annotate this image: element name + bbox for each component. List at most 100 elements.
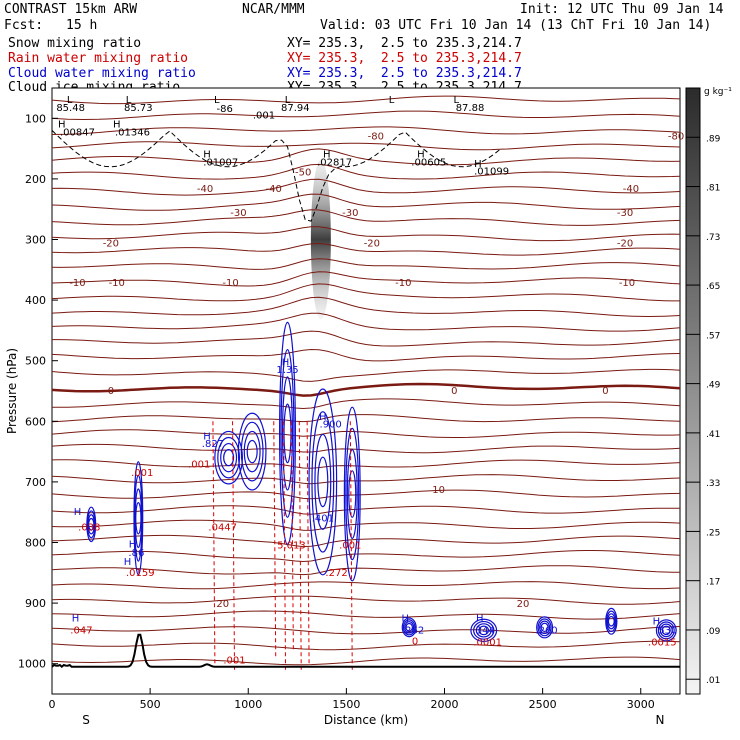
x-tick-label: 1500 [332, 698, 360, 711]
cloud-water-contour [280, 349, 295, 518]
plot-annotation: L [67, 95, 73, 106]
plot-annotation: -86 [217, 104, 233, 115]
plot-annotation: H [203, 150, 211, 161]
colorbar-label: .01 [706, 676, 720, 686]
y-tick-label: 400 [25, 294, 46, 307]
plot-annotation: .001 [253, 110, 275, 121]
cloud-water-contour [405, 622, 414, 632]
x-axis-label: Distance (km) [324, 713, 408, 727]
valid-time: Valid: 03 UTC Fri 10 Jan 14 (13 ChT Fri … [320, 18, 712, 33]
y-tick-label: 1000 [18, 658, 46, 671]
plot-annotation: .02817 [317, 158, 352, 169]
plot-annotation: 1.35 [276, 365, 298, 376]
plot-annotation: .01346 [115, 127, 150, 138]
cloud-water-contour [470, 618, 498, 643]
plot-annotation: .01099 [474, 167, 509, 178]
field-name-rain: Rain water mixing ratio [8, 51, 189, 66]
colorbar-label: .09 [706, 627, 721, 637]
isotherm-label: -30 [617, 208, 633, 219]
cloud-water-contour [217, 436, 241, 479]
y-tick-label: 700 [25, 476, 46, 489]
isotherm-label: -40 [623, 184, 639, 195]
isotherm-line [52, 368, 680, 382]
isotherm-line [52, 519, 680, 531]
y-tick-label: 500 [25, 355, 46, 368]
cloud-water-contour [243, 430, 261, 473]
cloud-water-contour [346, 448, 358, 540]
colorbar-label: .65 [706, 282, 720, 292]
plot-annotation: H [323, 150, 331, 161]
rain-water-contour [290, 421, 294, 652]
isotherm-label: 20 [517, 599, 530, 610]
colorbar [685, 87, 701, 695]
isotherm-label: -10 [69, 278, 85, 289]
y-tick-label: 100 [25, 112, 46, 125]
cloud-water-contour [308, 388, 338, 576]
cloud-water-contour [402, 619, 416, 636]
forecast-value: 15 h [66, 18, 98, 33]
colorbar-label: .89 [706, 134, 721, 144]
plot-annotation: .047 [70, 625, 92, 636]
isotherm-zero [52, 382, 680, 397]
isotherm-label: -20 [103, 239, 119, 250]
plot-annotation: .86 [128, 548, 144, 559]
isotherm-label: -80 [368, 131, 384, 142]
plot-annotation: .262 [402, 625, 424, 636]
cloud-water-contour [86, 506, 97, 543]
x-tick-label: 2000 [431, 698, 459, 711]
init-time: Init: 12 UTC Thu 09 Jan 14 [520, 2, 724, 17]
colorbar-label: .73 [706, 233, 720, 243]
plot-annotation: H [72, 613, 80, 624]
plot-annotation: .401 [312, 513, 334, 524]
rain-water-contour [273, 421, 277, 658]
colorbar-label: .41 [706, 430, 720, 440]
plot-annotation: H [58, 119, 66, 130]
y-tick-label: 900 [25, 597, 46, 610]
plot-annotation: L [126, 95, 132, 106]
plot-annotation: H [401, 613, 409, 624]
cloud-water-contour [343, 406, 361, 582]
cloud-water-contour [281, 376, 294, 491]
plot-annotation: .01007 [203, 158, 238, 169]
isotherm-label: -20 [617, 239, 633, 250]
cloud-water-contour [220, 442, 238, 473]
plot-annotation: .272 [325, 568, 347, 579]
forecast-label: Fcst: [4, 18, 44, 33]
colorbar-label: .57 [706, 331, 720, 341]
cloud-water-contour [404, 621, 415, 634]
isotherm-line [52, 163, 680, 180]
colorbar-label: .81 [706, 184, 720, 194]
isotherm-line [52, 505, 680, 515]
plot-annotation: .001 [339, 541, 361, 552]
cloud-water-contour [606, 613, 616, 630]
isotherm-label: -30 [230, 208, 246, 219]
isotherm-line [52, 474, 680, 485]
isotherm-line [52, 110, 680, 121]
cloud-water-contour [539, 620, 551, 635]
rain-water-contour [212, 421, 216, 664]
rain-water-contour [306, 421, 310, 664]
plot-annotation: 87.88 [456, 103, 485, 114]
isotherm-line [52, 95, 680, 105]
cloud-water-contour [348, 470, 357, 518]
plot-annotation: .530 [655, 625, 677, 636]
isotherm-label: -40 [266, 184, 282, 195]
isotherm-line [52, 640, 680, 651]
field-xy-cloud-water: XY= 235.3, 2.5 to 235.3,214.7 [287, 66, 522, 81]
isotherm-line [52, 193, 680, 211]
isotherm-line [52, 656, 680, 666]
y-axis-label: Pressure (hPa) [5, 348, 19, 434]
plot-annotation: H [129, 539, 137, 550]
isotherm-label: -50 [295, 168, 311, 179]
cloud-water-contour [475, 623, 492, 638]
colorbar-label: .33 [706, 479, 720, 489]
plot-annotation: H [653, 616, 661, 627]
isotherm-line [52, 330, 680, 347]
isotherm-label: 10 [432, 485, 445, 496]
cloud-water-contour [655, 619, 677, 642]
isotherm-label: -10 [395, 278, 411, 289]
plot-annotation: H [282, 358, 290, 369]
cloud-ice-contour [52, 130, 500, 222]
cloud-water-contour [473, 620, 495, 640]
